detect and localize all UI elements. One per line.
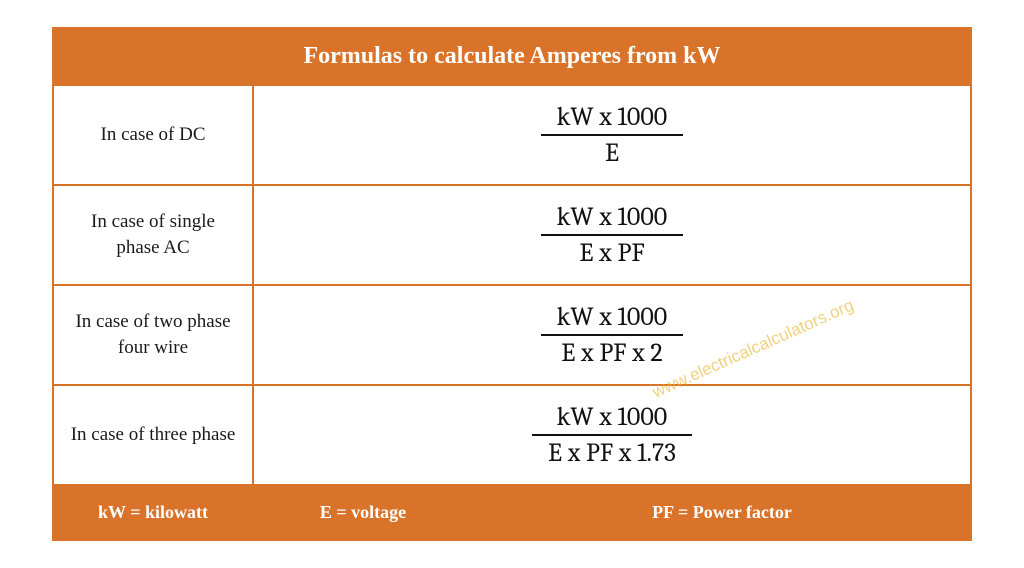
formula-cell: kW x 1000 E x PF (254, 186, 970, 284)
numerator: kW x 1000 (541, 200, 684, 234)
legend-cell: PF = Power factor (474, 486, 970, 539)
table-row: In case of DC kW x 1000 E (54, 86, 970, 186)
legend-cell: kW = kilowatt (54, 486, 254, 539)
formula-cell: kW x 1000 E x PF x 2 (254, 286, 970, 384)
denominator: E (589, 136, 635, 170)
denominator: E x PF x 2 (545, 336, 678, 370)
row-label: In case of three phase (54, 386, 254, 484)
numerator: kW x 1000 (541, 300, 684, 334)
denominator: E x PF (563, 236, 660, 270)
fraction: kW x 1000 E x PF x 1.73 (532, 400, 692, 470)
numerator: kW x 1000 (541, 100, 684, 134)
table-row: In case of three phase kW x 1000 E x PF … (54, 386, 970, 486)
row-label: In case of single phase AC (54, 186, 254, 284)
fraction: kW x 1000 E x PF (541, 200, 684, 270)
row-label: In case of two phase four wire (54, 286, 254, 384)
formula-table: Formulas to calculate Amperes from kW In… (52, 27, 972, 541)
fraction: kW x 1000 E x PF x 2 (541, 300, 684, 370)
legend-cell: E = voltage (254, 486, 474, 539)
legend-row: kW = kilowatt E = voltage PF = Power fac… (54, 486, 970, 539)
formula-cell: kW x 1000 E (254, 86, 970, 184)
denominator: E x PF x 1.73 (532, 436, 692, 470)
fraction: kW x 1000 E (541, 100, 684, 170)
table-row: In case of single phase AC kW x 1000 E x… (54, 186, 970, 286)
formula-cell: kW x 1000 E x PF x 1.73 (254, 386, 970, 484)
numerator: kW x 1000 (541, 400, 684, 434)
table-title: Formulas to calculate Amperes from kW (54, 29, 970, 86)
row-label: In case of DC (54, 86, 254, 184)
table-row: In case of two phase four wire kW x 1000… (54, 286, 970, 386)
